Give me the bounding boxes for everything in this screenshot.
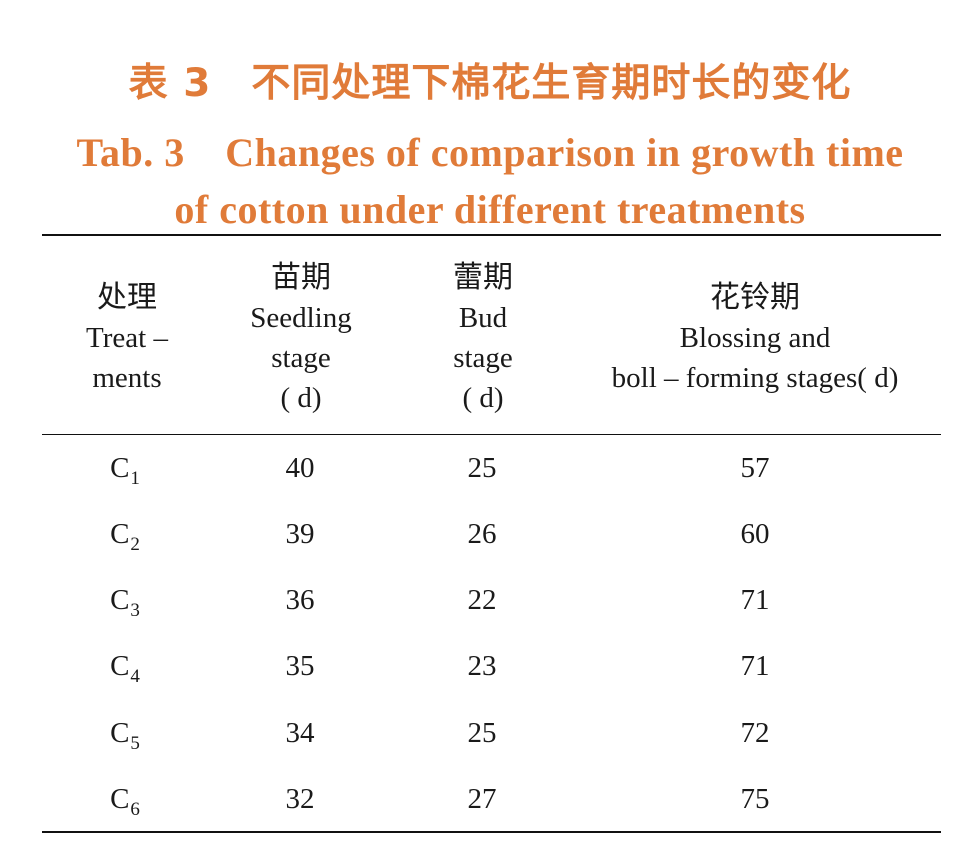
header-seedling-en-3: ( d) bbox=[280, 382, 322, 414]
cell-bud: 25 bbox=[467, 717, 497, 749]
header-treatments: 处理 Treat – ments bbox=[86, 278, 168, 398]
cell-blossing: 71 bbox=[740, 650, 770, 682]
cell-bud: 25 bbox=[467, 452, 497, 484]
header-seedling-en-2: stage bbox=[271, 342, 331, 374]
cell-bud: 26 bbox=[467, 518, 497, 550]
header-treatments-en-2: ments bbox=[92, 362, 162, 394]
header-treatments-en-1: Treat – bbox=[86, 322, 168, 354]
table-row: C4 35 23 71 bbox=[0, 646, 980, 687]
header-blossing-en-1: Blossing and bbox=[679, 322, 831, 354]
cell-blossing: 72 bbox=[740, 717, 770, 749]
table-row: C1 40 25 57 bbox=[0, 448, 980, 489]
table-row: C5 34 25 72 bbox=[0, 713, 980, 754]
cell-treatment: C1 bbox=[110, 452, 140, 489]
table-top-rule bbox=[42, 234, 941, 236]
cell-treatment: C6 bbox=[110, 783, 140, 820]
cell-blossing: 75 bbox=[740, 783, 770, 815]
table-row: C3 36 22 71 bbox=[0, 580, 980, 621]
cell-seedling: 36 bbox=[285, 584, 315, 616]
cell-blossing: 57 bbox=[740, 452, 770, 484]
cell-seedling: 34 bbox=[285, 717, 315, 749]
cell-bud: 27 bbox=[467, 783, 497, 815]
cell-bud: 22 bbox=[467, 584, 497, 616]
cell-blossing: 60 bbox=[740, 518, 770, 550]
header-seedling-en-1: Seedling bbox=[250, 302, 352, 334]
table-title-english-line-2: of cotton under different treatments bbox=[174, 187, 806, 232]
table-title-english-line-1: Tab. 3 Changes of comparison in growth t… bbox=[76, 130, 904, 175]
header-bud-cn: 蕾期 bbox=[453, 260, 513, 295]
cell-treatment: C4 bbox=[110, 650, 140, 687]
cell-seedling: 32 bbox=[285, 783, 315, 815]
header-treatments-cn: 处理 bbox=[97, 280, 157, 315]
header-blossing-stage: 花铃期 Blossing and boll – forming stages( … bbox=[612, 278, 899, 398]
cell-bud: 23 bbox=[467, 650, 497, 682]
header-blossing-cn: 花铃期 bbox=[709, 280, 800, 315]
table-row: C2 39 26 60 bbox=[0, 514, 980, 555]
header-bud-en-1: Bud bbox=[458, 302, 508, 334]
cell-blossing: 71 bbox=[740, 584, 770, 616]
header-seedling-stage: 苗期 Seedling stage ( d) bbox=[250, 258, 352, 418]
table-header-rule bbox=[42, 434, 941, 435]
cell-treatment: C2 bbox=[110, 518, 140, 555]
header-bud-stage: 蕾期 Bud stage ( d) bbox=[453, 258, 513, 418]
table-bottom-rule bbox=[42, 831, 941, 833]
header-bud-en-2: stage bbox=[453, 342, 513, 374]
cell-treatment: C3 bbox=[110, 584, 140, 621]
header-blossing-en-2: boll – forming stages( d) bbox=[611, 362, 899, 394]
header-bud-en-3: ( d) bbox=[462, 382, 504, 414]
cell-seedling: 39 bbox=[285, 518, 315, 550]
cell-seedling: 40 bbox=[285, 452, 315, 484]
cell-treatment: C5 bbox=[110, 717, 140, 754]
cell-seedling: 35 bbox=[285, 650, 315, 682]
table-title-chinese: 表 3 不同处理下棉花生育期时长的变化 bbox=[128, 61, 852, 106]
table-row: C6 32 27 75 bbox=[0, 779, 980, 820]
header-seedling-cn: 苗期 bbox=[271, 260, 331, 295]
